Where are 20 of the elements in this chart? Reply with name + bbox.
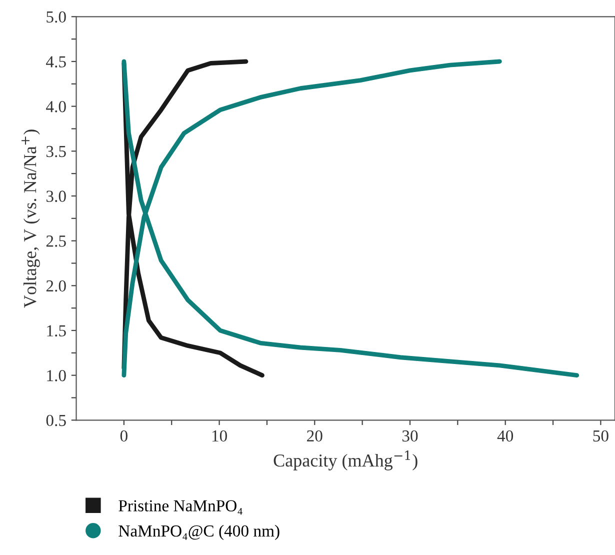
y-tick-label: 1.5 — [47, 325, 66, 336]
x-tick-label: 0 — [120, 430, 128, 442]
y-tick-label: 0.5 — [46, 414, 66, 426]
y-tick-label: 4.5 — [46, 56, 66, 68]
y-tick-label: 2.5 — [46, 236, 66, 247]
legend-label: NaMnPO₄@C (400 nm) — [118, 524, 280, 540]
y-tick-label: 5.0 — [46, 11, 66, 23]
y-axis-title: Voltage, V (vs. Na/Na$^{+}$) — [22, 130, 40, 308]
x-tick-label: 20 — [307, 430, 322, 442]
legend-label: Pristine NaMnPO₄ — [118, 500, 242, 515]
y-tick-label: 4.0 — [46, 101, 66, 112]
x-tick-label: 10 — [212, 430, 227, 442]
y-tick-label: 3.0 — [46, 190, 66, 202]
y-tick-label: 2.0 — [46, 280, 66, 292]
x-tick-label: 40 — [497, 430, 514, 442]
y-tick-label: 1.0 — [47, 370, 66, 382]
y-tick-label: 3.5 — [46, 146, 66, 158]
x-tick-label: 30 — [402, 430, 418, 442]
x-axis-title: Capacity (mAhg$^{−1}$) — [274, 450, 418, 470]
x-tick-label: 50 — [593, 430, 608, 442]
